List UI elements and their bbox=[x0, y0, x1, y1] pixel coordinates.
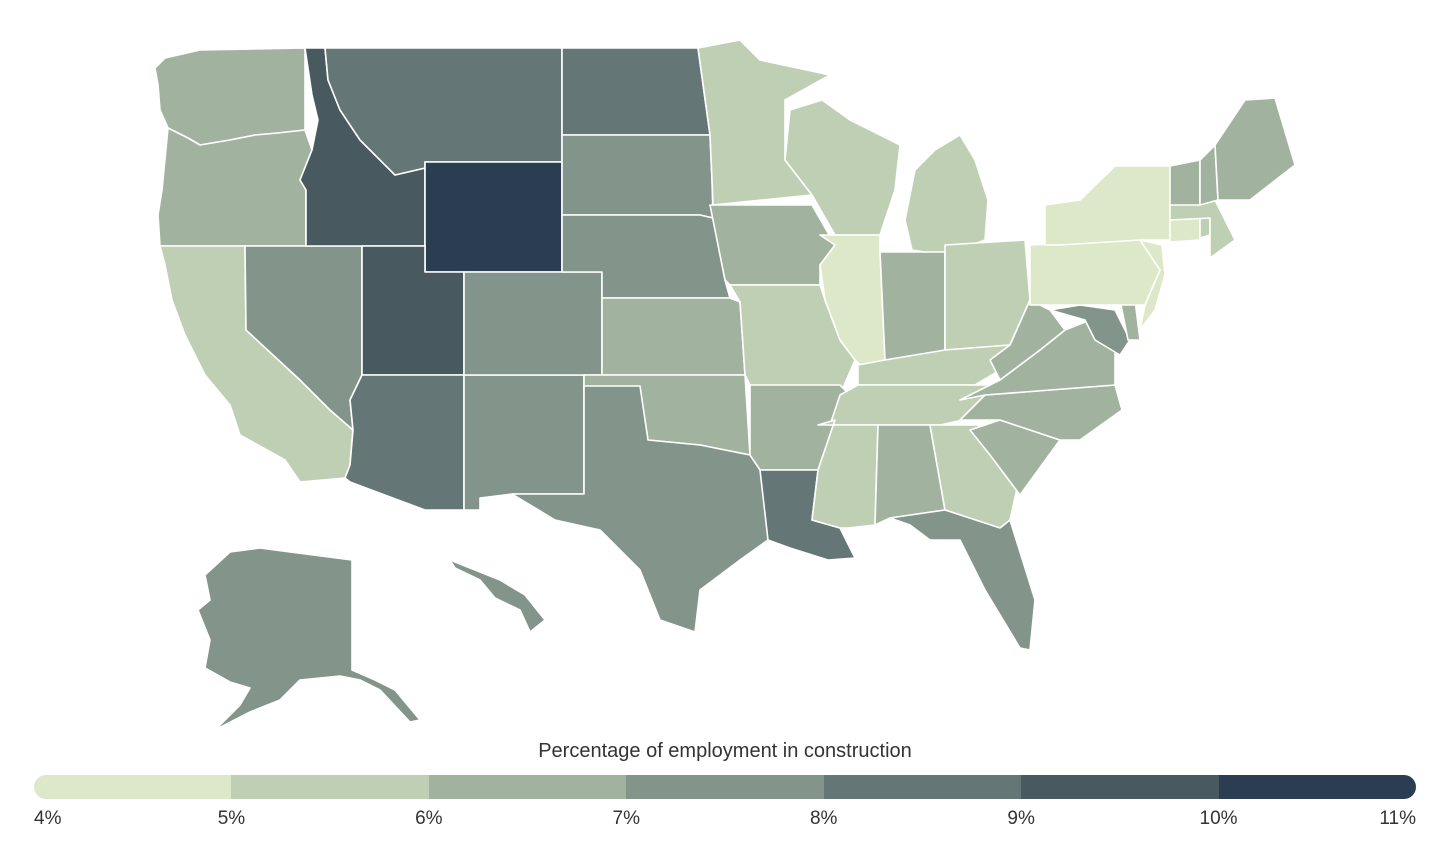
state-ri bbox=[1199, 217, 1211, 239]
state-mi bbox=[904, 134, 989, 256]
legend-tick-label: 6% bbox=[415, 808, 443, 829]
state-co bbox=[463, 271, 603, 376]
state-md bbox=[1049, 304, 1131, 356]
state-nm bbox=[463, 374, 585, 511]
state-tx bbox=[511, 385, 769, 633]
legend-tick-label: 8% bbox=[809, 808, 838, 829]
legend-tick-label: 9% bbox=[1007, 808, 1035, 829]
state-vt bbox=[1169, 159, 1201, 206]
legend-title: Percentage of employment in construction bbox=[538, 740, 912, 762]
legend-swatch-7 bbox=[1218, 775, 1416, 799]
state-wy bbox=[424, 161, 563, 273]
legend-color-bar bbox=[34, 775, 1416, 799]
state-ak bbox=[197, 547, 421, 731]
legend-ticks: 4% 5% 6% 7% 8% 9% 10% 11% bbox=[34, 808, 1416, 834]
state-ia bbox=[709, 204, 836, 286]
state-hi bbox=[449, 559, 546, 633]
state-fl bbox=[889, 509, 1036, 651]
state-mo bbox=[729, 284, 856, 396]
state-or bbox=[157, 127, 313, 247]
us-choropleth-map bbox=[154, 39, 1296, 731]
legend-swatch-4 bbox=[626, 775, 824, 799]
state-pa bbox=[1029, 239, 1161, 306]
legend-swatch-3 bbox=[428, 775, 627, 799]
legend-tick-label: 7% bbox=[612, 808, 641, 829]
state-nd bbox=[561, 47, 711, 136]
state-ct bbox=[1169, 217, 1201, 243]
state-az bbox=[344, 374, 465, 511]
state-il bbox=[819, 234, 886, 371]
state-me bbox=[1214, 97, 1296, 201]
state-ny bbox=[1044, 165, 1171, 246]
state-sd bbox=[561, 134, 714, 219]
legend-swatch-2 bbox=[231, 775, 429, 799]
state-in bbox=[879, 251, 946, 361]
legend-tick-label: 10% bbox=[1199, 808, 1238, 829]
legend-swatch-1 bbox=[34, 775, 232, 799]
state-wi bbox=[784, 99, 901, 236]
state-sc bbox=[969, 419, 1061, 496]
legend-tick-label: 4% bbox=[34, 808, 62, 829]
state-ks bbox=[601, 297, 746, 376]
legend-tick-label: 5% bbox=[217, 808, 246, 829]
legend-swatch-6 bbox=[1021, 775, 1219, 799]
legend-swatch-5 bbox=[823, 775, 1022, 799]
state-nj bbox=[1139, 239, 1166, 331]
state-wa bbox=[154, 47, 306, 146]
legend-tick-label: 11% bbox=[1379, 808, 1416, 829]
